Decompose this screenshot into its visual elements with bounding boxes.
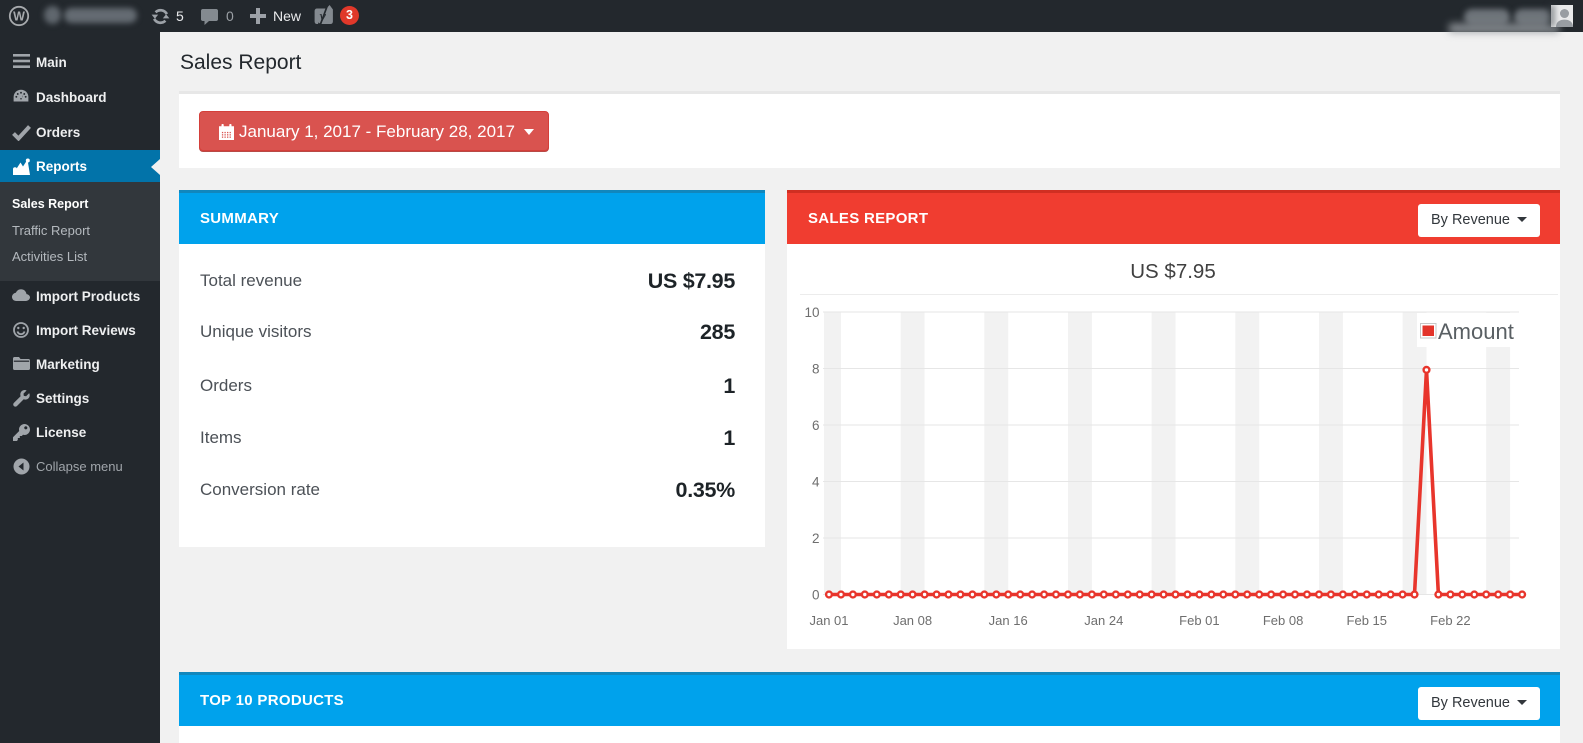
svg-text:Feb 01: Feb 01 — [1179, 613, 1219, 628]
svg-text:Jan 01: Jan 01 — [809, 613, 848, 628]
svg-text:Feb 22: Feb 22 — [1430, 613, 1470, 628]
svg-text:Amount: Amount — [1438, 319, 1514, 344]
svg-text:Feb 15: Feb 15 — [1347, 613, 1387, 628]
svg-text:10: 10 — [804, 305, 819, 320]
svg-text:Jan 08: Jan 08 — [893, 613, 932, 628]
svg-text:6: 6 — [812, 418, 820, 433]
svg-text:Jan 24: Jan 24 — [1084, 613, 1123, 628]
svg-text:Jan 16: Jan 16 — [989, 613, 1028, 628]
svg-text:0: 0 — [812, 588, 820, 603]
svg-text:US $7.95: US $7.95 — [1130, 260, 1215, 283]
svg-text:2: 2 — [812, 531, 820, 546]
svg-text:y: y — [317, 9, 326, 25]
svg-text:Feb 08: Feb 08 — [1263, 613, 1303, 628]
svg-text:W: W — [13, 9, 25, 23]
svg-text:8: 8 — [812, 362, 820, 377]
svg-text:4: 4 — [812, 475, 820, 490]
